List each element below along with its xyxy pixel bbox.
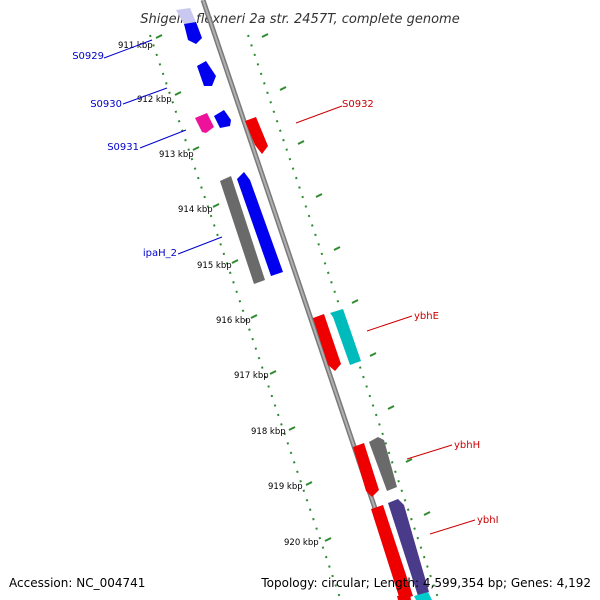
gene-label-s0931: S0931	[107, 142, 139, 153]
gene-feature	[353, 443, 379, 497]
gene-feature	[313, 314, 341, 371]
gene-feature	[245, 117, 268, 154]
gene-label-ybhi: ybhI	[477, 515, 499, 526]
tick-marks	[155, 33, 431, 542]
reverse-genes	[245, 117, 432, 600]
accession-text: Accession: NC_004741	[9, 576, 145, 590]
gene-feature	[397, 594, 411, 600]
gene-feature	[195, 113, 214, 133]
gene-feature	[369, 437, 397, 491]
tick-label: 920 kbp	[284, 538, 319, 548]
tick-label: 918 kbp	[251, 427, 286, 437]
gene-label-ipah-2: ipaH_2	[143, 248, 177, 259]
gene-label-s0930: S0930	[90, 99, 122, 110]
gene-feature	[237, 172, 283, 276]
gene-feature	[176, 8, 196, 24]
gene-feature	[371, 505, 413, 600]
tick-label: 915 kbp	[197, 261, 232, 271]
forward-genes	[176, 8, 283, 284]
map-title: Shigella flexneri 2a str. 2457T, complet…	[140, 12, 459, 27]
gene-label-ybhe: ybhE	[414, 311, 439, 322]
topology-text: Topology: circular; Length: 4,599,354 bp…	[260, 576, 591, 590]
gene-labels: S0929 S0930 S0931 ipaH_2 S0932 ybhE ybhH…	[72, 51, 498, 526]
gene-feature	[197, 61, 216, 86]
tick-label: 919 kbp	[268, 482, 303, 492]
tick-label: 914 kbp	[178, 205, 213, 215]
gene-feature	[330, 309, 361, 365]
gene-feature	[184, 22, 202, 44]
gene-label-s0932: S0932	[342, 99, 374, 110]
gene-feature	[388, 499, 429, 596]
tick-label: 916 kbp	[216, 316, 251, 326]
gene-label-ybhh: ybhH	[454, 440, 480, 451]
gene-feature	[220, 176, 265, 284]
tick-label: 913 kbp	[159, 150, 194, 160]
gene-label-s0929: S0929	[72, 51, 104, 62]
tick-label: 917 kbp	[234, 371, 269, 381]
gene-feature	[414, 592, 432, 600]
label-leaders	[103, 39, 476, 535]
gene-feature	[214, 110, 231, 128]
tick-label: 912 kbp	[137, 95, 172, 105]
